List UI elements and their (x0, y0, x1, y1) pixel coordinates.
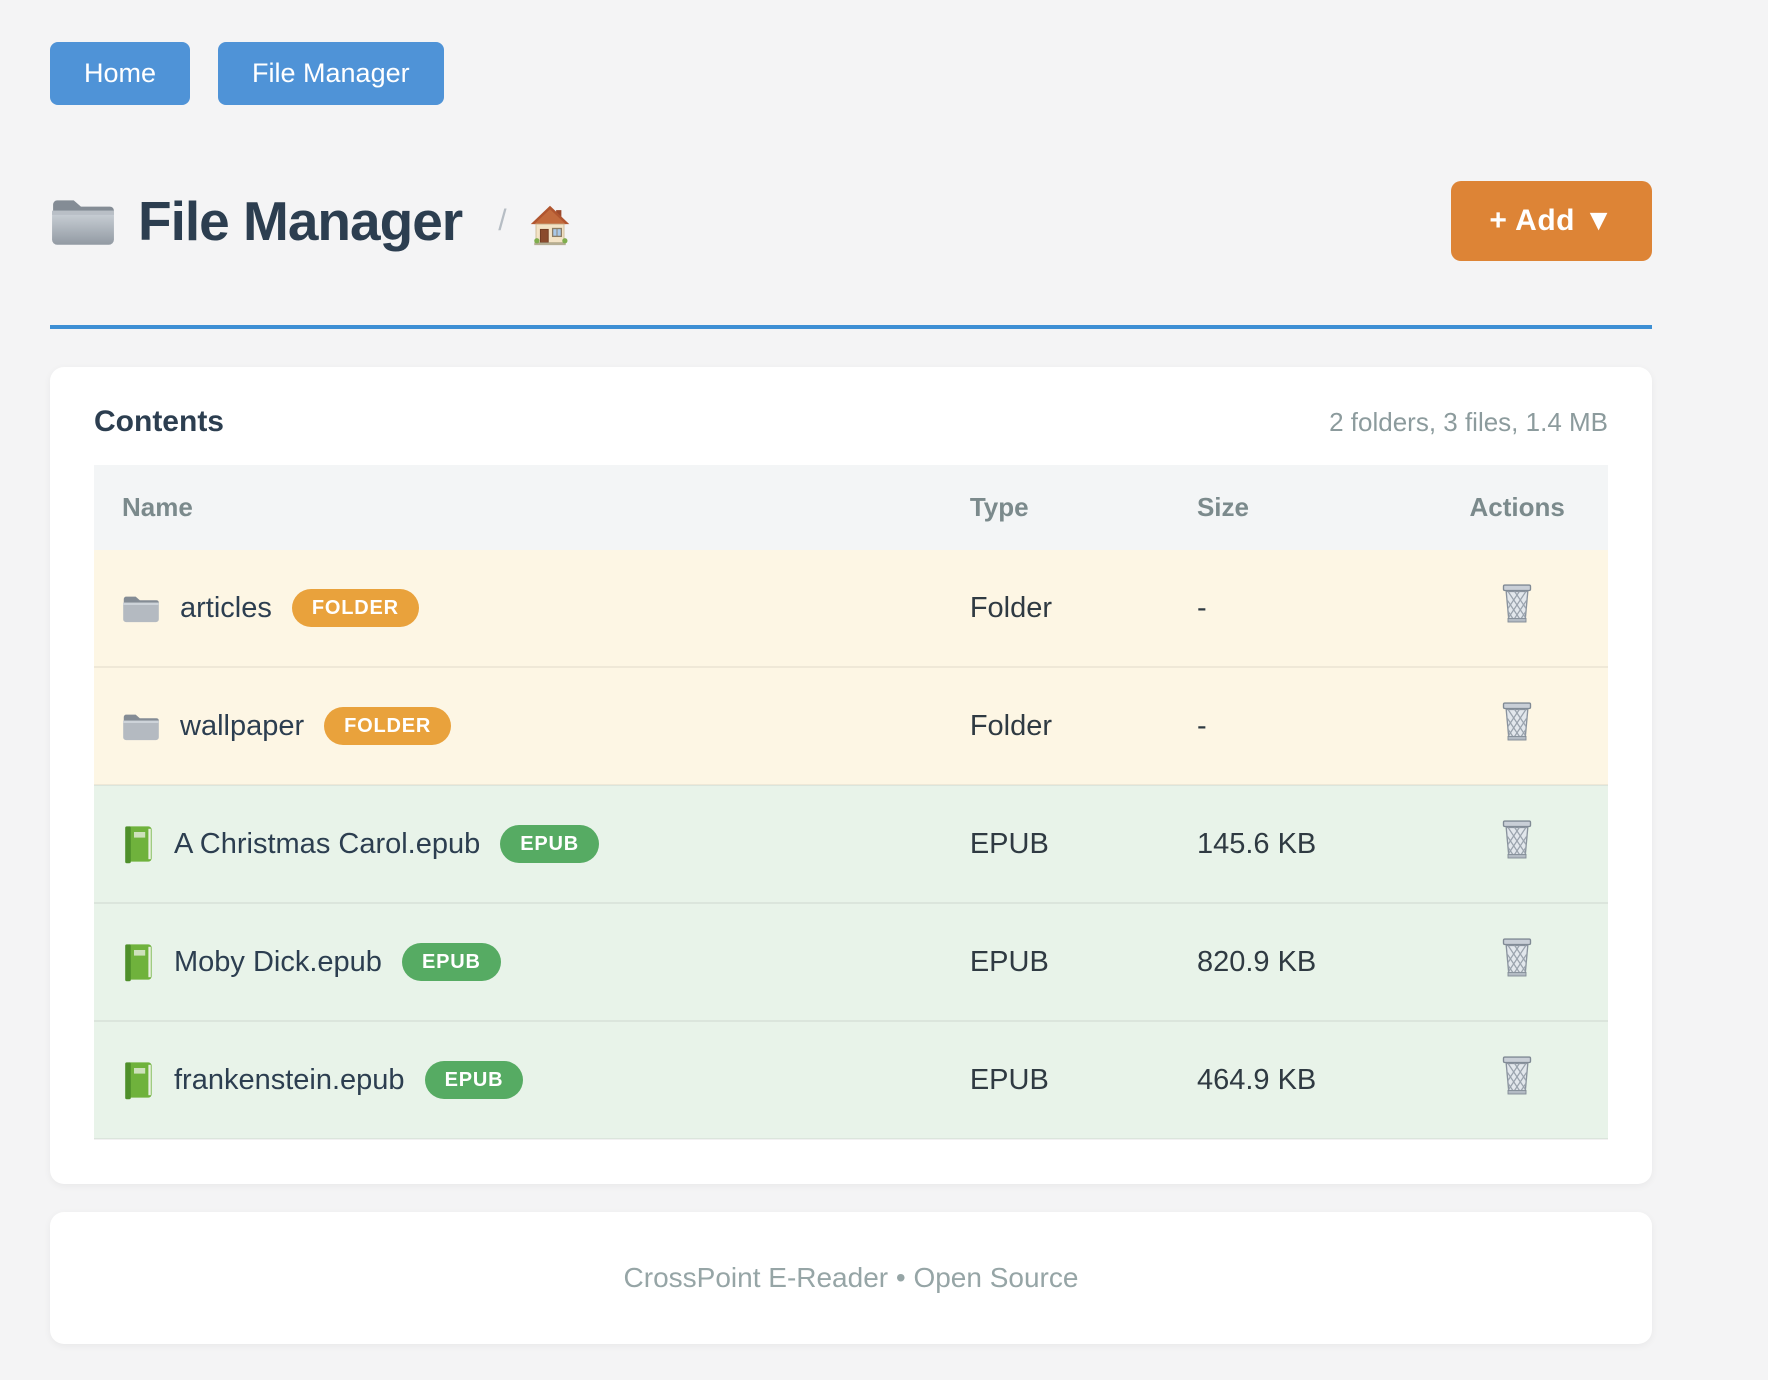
delete-button[interactable] (1499, 818, 1535, 865)
home-icon[interactable] (529, 196, 571, 246)
trash-icon (1499, 700, 1535, 744)
delete-button[interactable] (1499, 582, 1535, 629)
delete-button[interactable] (1499, 700, 1535, 747)
file-name[interactable]: Moby Dick.epub (174, 945, 382, 978)
table-row[interactable]: articles FOLDER Folder - (94, 550, 1608, 667)
trash-icon (1499, 936, 1535, 980)
page-header: File Manager / + Add ▼ (50, 181, 1652, 329)
contents-heading: Contents (94, 405, 224, 438)
size-cell: - (1196, 591, 1207, 624)
table-header-row: Name Type Size Actions (94, 465, 1608, 550)
size-cell: 820.9 KB (1196, 945, 1317, 978)
footer: CrossPoint E-Reader • Open Source (50, 1212, 1652, 1344)
delete-button[interactable] (1499, 1054, 1535, 1101)
top-nav: Home File Manager (50, 42, 1652, 105)
size-cell: 464.9 KB (1196, 1063, 1317, 1096)
size-cell: - (1196, 709, 1207, 742)
type-cell: EPUB (969, 945, 1049, 978)
folder-icon (122, 593, 160, 624)
delete-button[interactable] (1499, 936, 1535, 983)
type-badge: EPUB (401, 943, 501, 981)
type-cell: Folder (969, 591, 1053, 624)
file-name[interactable]: A Christmas Carol.epub (174, 827, 481, 860)
type-badge: EPUB (500, 825, 600, 863)
book-icon (122, 942, 154, 982)
folder-icon (122, 711, 160, 742)
folder-icon (50, 194, 116, 248)
file-table: Name Type Size Actions (94, 465, 1608, 1140)
type-badge: FOLDER (324, 707, 452, 745)
nav-file-manager-button[interactable]: File Manager (218, 42, 444, 105)
type-badge: FOLDER (291, 589, 419, 627)
title-group: File Manager / (50, 189, 571, 253)
column-header-type: Type (941, 465, 1169, 550)
footer-text: CrossPoint E-Reader • Open Source (623, 1262, 1079, 1293)
page: Home File Manager File Manager / (50, 0, 1652, 1344)
type-cell: Folder (969, 709, 1053, 742)
breadcrumb-separator: / (498, 204, 507, 237)
card-head: Contents 2 folders, 3 files, 1.4 MB (94, 405, 1608, 439)
type-cell: EPUB (969, 827, 1049, 860)
file-name[interactable]: wallpaper (180, 709, 305, 742)
contents-card: Contents 2 folders, 3 files, 1.4 MB Name… (50, 367, 1652, 1184)
trash-icon (1499, 582, 1535, 626)
nav-home-button[interactable]: Home (50, 42, 191, 105)
contents-summary: 2 folders, 3 files, 1.4 MB (1329, 407, 1608, 437)
book-icon (122, 824, 154, 864)
file-name[interactable]: frankenstein.epub (174, 1063, 405, 1096)
type-badge: EPUB (424, 1061, 524, 1099)
file-name[interactable]: articles (180, 591, 272, 624)
table-row[interactable]: frankenstein.epub EPUB EPUB 464.9 KB (94, 1021, 1608, 1139)
trash-icon (1499, 1054, 1535, 1098)
table-row[interactable]: A Christmas Carol.epub EPUB EPUB 145.6 K… (94, 785, 1608, 903)
column-header-size: Size (1168, 465, 1427, 550)
table-row[interactable]: Moby Dick.epub EPUB EPUB 820.9 KB (94, 903, 1608, 1021)
column-header-actions: Actions (1426, 465, 1608, 550)
table-body: articles FOLDER Folder - (94, 550, 1608, 1139)
column-header-name: Name (94, 465, 942, 550)
size-cell: 145.6 KB (1196, 827, 1317, 860)
book-icon (122, 1060, 154, 1100)
table-row[interactable]: wallpaper FOLDER Folder - (94, 667, 1608, 785)
page-title: File Manager (138, 190, 463, 252)
type-cell: EPUB (969, 1063, 1049, 1096)
add-button[interactable]: + Add ▼ (1451, 181, 1652, 261)
trash-icon (1499, 818, 1535, 862)
